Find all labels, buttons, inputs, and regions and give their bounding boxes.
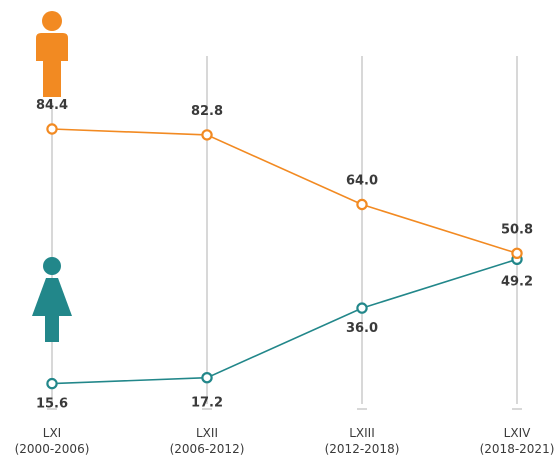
data-point: [356, 198, 368, 211]
data-label: 36.0: [346, 321, 378, 336]
data-label: 84.4: [36, 98, 68, 113]
tick-label: LXII: [196, 426, 218, 440]
tick-label-years: (2006-2012): [170, 442, 245, 456]
male-icon-body: [36, 33, 68, 97]
female-icon-head: [43, 257, 61, 275]
data-point: [201, 129, 213, 141]
data-point: [201, 372, 213, 384]
tick-label: LXIV: [504, 426, 531, 440]
grid-lines: [51, 56, 518, 404]
male-icon-head: [42, 11, 62, 31]
labels-female: 15.6 17.2 36.0 49.2: [36, 274, 533, 411]
data-point: [356, 302, 368, 314]
series-male: [46, 123, 523, 259]
data-point: [46, 123, 58, 135]
tick-label-years: (2000-2006): [15, 442, 90, 456]
data-label: 82.8: [191, 104, 223, 119]
tick-label-years: (2012-2018): [325, 442, 400, 456]
female-icon-legs: [45, 314, 59, 342]
labels-male: 84.4 82.8 64.0 50.8: [36, 98, 533, 237]
data-point: [46, 377, 58, 390]
data-label: 17.2: [191, 396, 223, 411]
female-icon: [32, 257, 72, 342]
data-label: 50.8: [501, 222, 533, 237]
male-icon: [36, 11, 68, 97]
female-icon-dress: [32, 278, 72, 316]
tick-label: LXIII: [349, 426, 375, 440]
tick-label-years: (2018-2021): [480, 442, 555, 456]
series-line-male: [51, 128, 518, 255]
x-axis: LXI (2000-2006) LXII (2006-2012) LXIII (2012-…: [15, 408, 555, 456]
data-label: 49.2: [501, 274, 533, 289]
series-line-female: [51, 258, 518, 385]
data-label: 15.6: [36, 397, 68, 412]
data-label: 64.0: [346, 174, 378, 189]
series-layer: 84.4 82.8 64.0 50.8 15.6 17.2 36.0 49.2: [36, 98, 533, 412]
series-female: [46, 253, 523, 390]
legend-icons: [32, 11, 72, 342]
data-point: [511, 247, 523, 259]
tick-label: LXI: [43, 426, 61, 440]
